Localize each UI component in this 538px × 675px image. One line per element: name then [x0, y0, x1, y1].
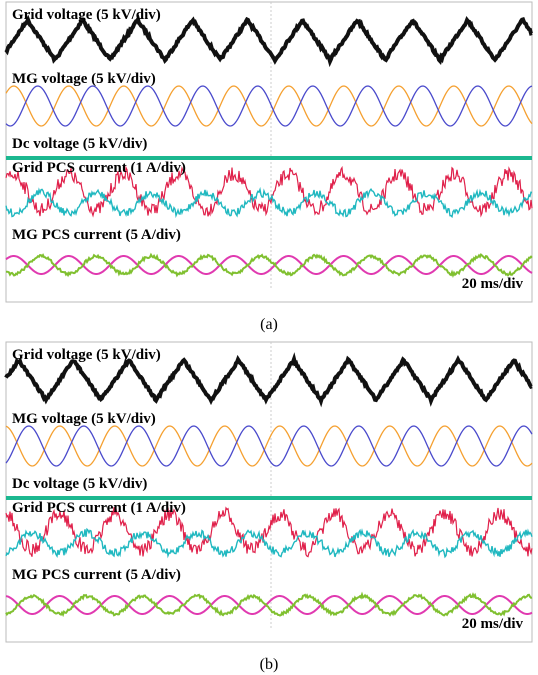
- trace-label: MG voltage (5 kV/div): [12, 411, 156, 427]
- trace-label: Dc voltage (5 kV/div): [12, 476, 147, 492]
- trace-label: MG PCS current (5 A/div): [12, 567, 181, 583]
- panel-caption: (a): [260, 316, 278, 333]
- trace-label: Dc voltage (5 kV/div): [12, 136, 147, 152]
- trace-label: MG PCS current (5 A/div): [12, 227, 181, 243]
- scope-panel: Grid voltage (5 kV/div) MG voltage (5 kV/…: [6, 342, 532, 642]
- scope-frame: [6, 342, 532, 642]
- scope-panel: Grid voltage (5 kV/div) MG voltage (5 kV/…: [6, 2, 532, 302]
- panel-caption: (b): [260, 656, 279, 673]
- trace-label: Grid voltage (5 kV/div): [12, 7, 161, 23]
- timebase-label: 20 ms/div: [462, 616, 524, 632]
- trace-label: MG voltage (5 kV/div): [12, 71, 156, 87]
- figure: Grid voltage (5 kV/div) MG voltage (5 kV/…: [0, 0, 538, 675]
- trace-label: Grid PCS current (1 A/div): [12, 160, 186, 176]
- trace-label: Grid voltage (5 kV/div): [12, 347, 161, 363]
- trace-label: Grid PCS current (1 A/div): [12, 500, 186, 516]
- timebase-label: 20 ms/div: [462, 276, 524, 292]
